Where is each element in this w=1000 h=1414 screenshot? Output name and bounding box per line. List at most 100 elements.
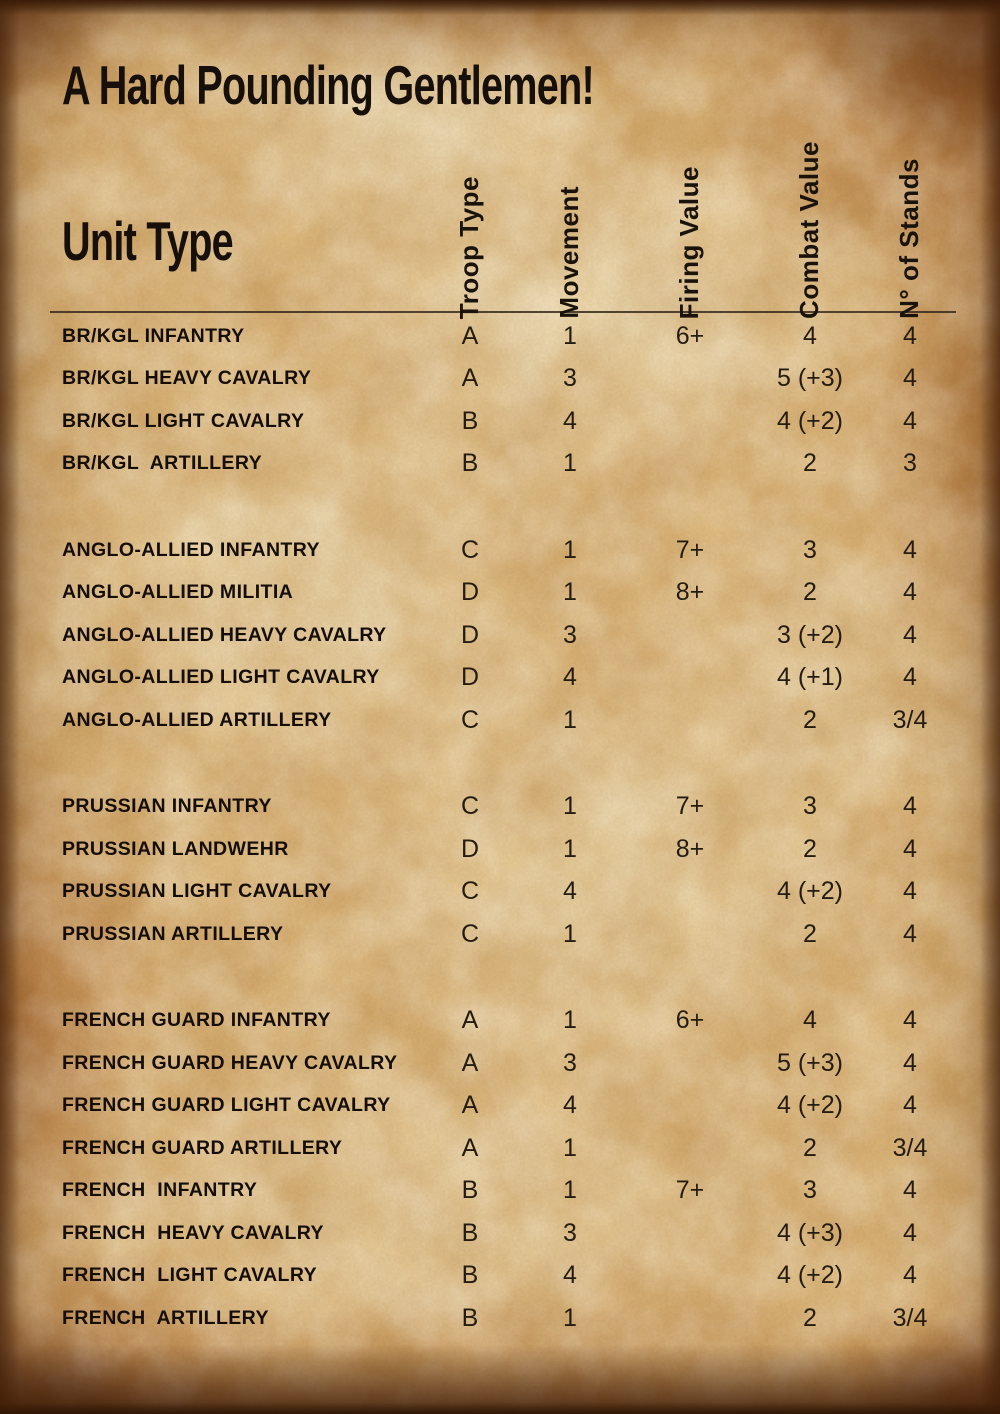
unit-name-cell: ANGLO-ALLIED ARTILLERY	[62, 708, 332, 731]
unit-group-anglo-allied: ANGLO-ALLIED INFANTRY C 1 7+ 3 4 ANGLO-ALLIED …	[0, 529, 1000, 742]
table-row: BR/KGL LIGHT CAVALRY B 4 4 (+2) 4	[0, 400, 1000, 443]
troop-type-cell: A	[461, 364, 479, 393]
unit-name-cell: BR/KGL HEAVY CAVALRY	[62, 367, 312, 390]
firing-value-cell: 7+	[675, 535, 705, 564]
table-row: PRUSSIAN ARTILLERY C 1 2 4	[0, 913, 1000, 956]
movement-cell: 1	[563, 1303, 577, 1332]
stands-cell: 4	[903, 663, 917, 692]
stands-cell: 4	[903, 578, 917, 607]
column-header-troop-type: Troop Type	[454, 175, 485, 319]
combat-value-cell: 4 (+2)	[776, 1261, 843, 1290]
troop-type-cell: D	[460, 620, 480, 649]
movement-cell: 1	[563, 834, 577, 863]
table-row: FRENCH GUARD ARTILLERY A 1 2 3/4	[0, 1127, 1000, 1170]
movement-cell: 1	[563, 1006, 577, 1035]
troop-type-cell: C	[460, 705, 480, 734]
troop-type-cell: D	[460, 663, 480, 692]
unit-name-cell: PRUSSIAN LANDWEHR	[62, 837, 289, 860]
troop-type-cell: B	[461, 1303, 479, 1332]
unit-name-cell: BR/KGL LIGHT CAVALRY	[62, 409, 305, 432]
unit-group-br-kgl: BR/KGL INFANTRY A 1 6+ 4 4 BR/KGL HEAVY CAVALR…	[0, 315, 1000, 485]
firing-value-cell: 8+	[675, 834, 705, 863]
unit-name-cell: FRENCH HEAVY CAVALRY	[62, 1221, 324, 1244]
firing-value-cell: 7+	[675, 792, 705, 821]
movement-cell: 1	[563, 321, 577, 350]
column-header-number-of-stands: N° of Stands	[894, 158, 925, 319]
unit-name-cell: FRENCH GUARD INFANTRY	[62, 1009, 331, 1032]
table-row: ANGLO-ALLIED INFANTRY C 1 7+ 3 4	[0, 529, 1000, 572]
movement-cell: 4	[563, 406, 577, 435]
combat-value-cell: 3	[803, 1176, 817, 1205]
stands-cell: 4	[903, 1176, 917, 1205]
stands-cell: 4	[903, 535, 917, 564]
combat-value-cell: 4 (+2)	[776, 1091, 843, 1120]
movement-cell: 1	[563, 535, 577, 564]
table-row: FRENCH LIGHT CAVALRY B 4 4 (+2) 4	[0, 1255, 1000, 1298]
movement-cell: 4	[563, 1261, 577, 1290]
stands-cell: 4	[903, 321, 917, 350]
combat-value-cell: 2	[803, 449, 817, 478]
movement-cell: 4	[563, 877, 577, 906]
troop-type-cell: C	[460, 877, 480, 906]
combat-value-cell: 2	[803, 1133, 817, 1162]
unit-name-cell: ANGLO-ALLIED HEAVY CAVALRY	[62, 623, 387, 646]
table-row: ANGLO-ALLIED MILITIA D 1 8+ 2 4	[0, 572, 1000, 615]
unit-group-french: FRENCH GUARD INFANTRY A 1 6+ 4 4 FRENCH GUARD …	[0, 1000, 1000, 1340]
table-row: ANGLO-ALLIED LIGHT CAVALRY D 4 4 (+1) 4	[0, 657, 1000, 700]
combat-value-cell: 2	[803, 578, 817, 607]
troop-type-cell: B	[461, 1218, 479, 1247]
firing-value-cell: 8+	[675, 578, 705, 607]
movement-cell: 1	[563, 919, 577, 948]
stands-cell: 4	[903, 792, 917, 821]
table-row: PRUSSIAN LIGHT CAVALRY C 4 4 (+2) 4	[0, 871, 1000, 914]
table-row: ANGLO-ALLIED HEAVY CAVALRY D 3 3 (+2) 4	[0, 614, 1000, 657]
table-row: PRUSSIAN INFANTRY C 1 7+ 3 4	[0, 786, 1000, 829]
troop-type-cell: A	[461, 1006, 479, 1035]
combat-value-cell: 2	[803, 834, 817, 863]
stands-cell: 4	[903, 834, 917, 863]
table-row: PRUSSIAN LANDWEHR D 1 8+ 2 4	[0, 828, 1000, 871]
stands-cell: 4	[903, 1006, 917, 1035]
page-title: A Hard Pounding Gentlemen!	[62, 58, 1000, 113]
movement-cell: 4	[563, 1091, 577, 1120]
troop-type-cell: C	[460, 792, 480, 821]
combat-value-cell: 4 (+2)	[776, 877, 843, 906]
table-row: FRENCH GUARD HEAVY CAVALRY A 3 5 (+3) 4	[0, 1042, 1000, 1085]
movement-cell: 3	[563, 1048, 577, 1077]
movement-cell: 1	[563, 578, 577, 607]
firing-value-cell: 6+	[675, 321, 705, 350]
movement-cell: 3	[563, 364, 577, 393]
stands-cell: 4	[903, 1091, 917, 1120]
movement-cell: 4	[563, 663, 577, 692]
combat-value-cell: 5 (+3)	[776, 1048, 843, 1077]
troop-type-cell: B	[461, 449, 479, 478]
firing-value-cell: 7+	[675, 1176, 705, 1205]
combat-value-cell: 3	[803, 535, 817, 564]
table-header-row: Unit Type Troop Type Movement Firing Val…	[0, 141, 1000, 319]
table-row: FRENCH ARTILLERY B 1 2 3/4	[0, 1297, 1000, 1340]
unit-name-cell: BR/KGL ARTILLERY	[62, 452, 262, 475]
unit-name-cell: FRENCH ARTILLERY	[62, 1306, 269, 1329]
movement-cell: 1	[563, 1133, 577, 1162]
firing-value-cell: 6+	[675, 1006, 705, 1035]
troop-type-cell: A	[461, 321, 479, 350]
unit-name-cell: FRENCH LIGHT CAVALRY	[62, 1264, 318, 1287]
combat-value-cell: 4 (+2)	[776, 406, 843, 435]
header-rule	[50, 311, 956, 313]
page-title-text: A Hard Pounding Gentlemen!	[62, 54, 595, 116]
movement-cell: 1	[563, 449, 577, 478]
table-row: FRENCH GUARD INFANTRY A 1 6+ 4 4	[0, 1000, 1000, 1043]
combat-value-cell: 5 (+3)	[776, 364, 843, 393]
troop-type-cell: C	[460, 919, 480, 948]
troop-type-cell: B	[461, 1261, 479, 1290]
troop-type-cell: D	[460, 578, 480, 607]
combat-value-cell: 2	[803, 1303, 817, 1332]
unit-name-cell: ANGLO-ALLIED LIGHT CAVALRY	[62, 666, 380, 689]
movement-cell: 1	[563, 792, 577, 821]
column-header-combat-value: Combat Value	[794, 141, 825, 319]
troop-type-cell: A	[461, 1133, 479, 1162]
stands-cell: 4	[903, 919, 917, 948]
movement-cell: 3	[563, 1218, 577, 1247]
